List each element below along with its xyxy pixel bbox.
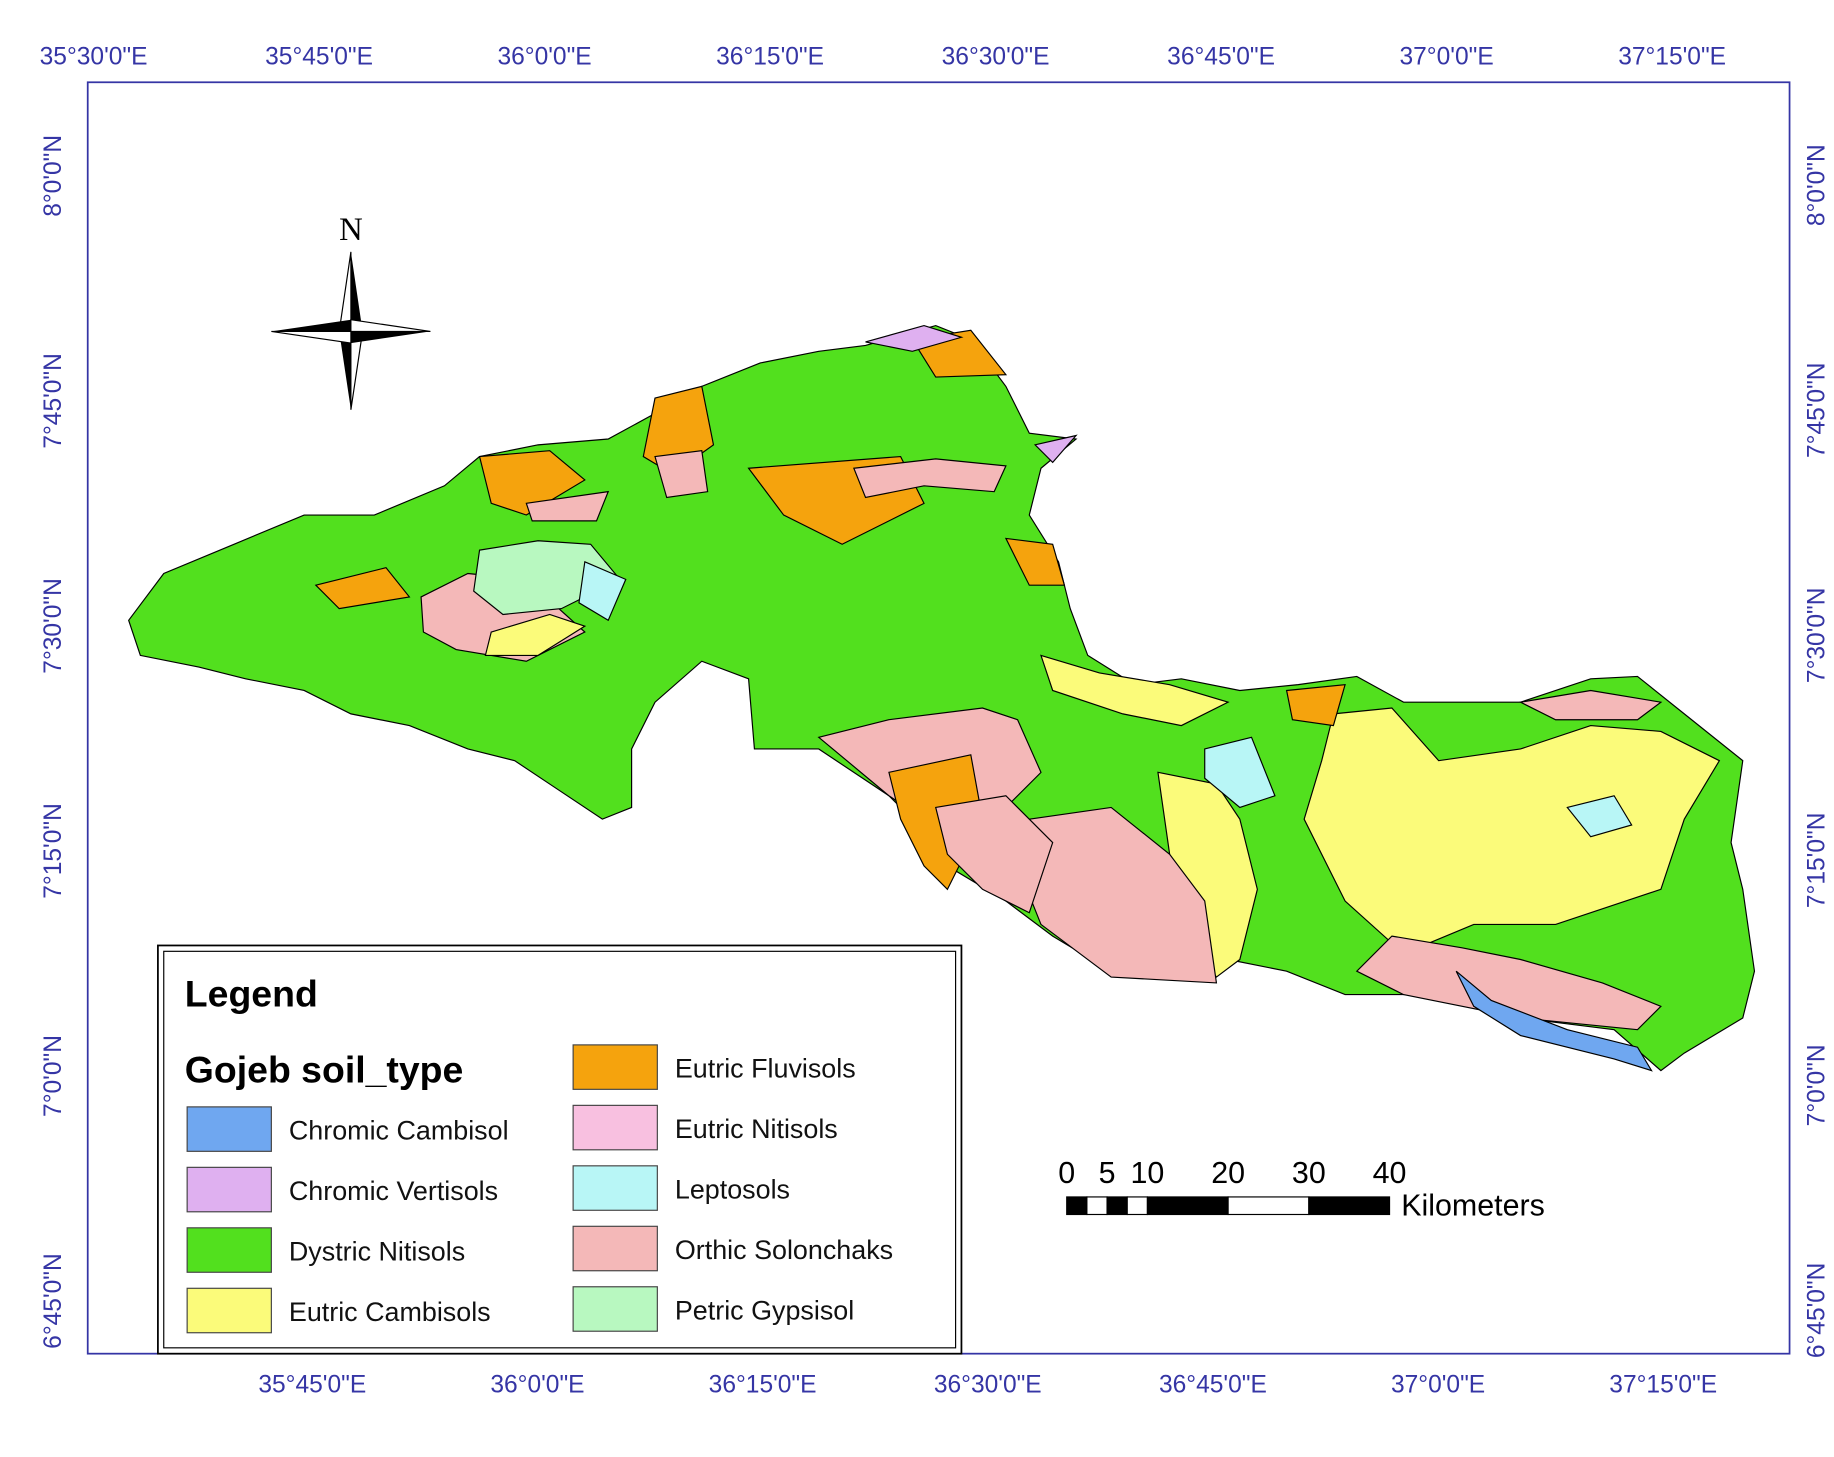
longitude-label: 36°0'0"E — [497, 44, 591, 71]
legend-swatch — [572, 1225, 658, 1272]
longitude-label: 37°15'0"E — [1609, 1371, 1717, 1398]
legend-swatch — [572, 1165, 658, 1211]
legend-label: Petric Gypsisol — [675, 1296, 854, 1326]
latitude-label: 6°45'0"N — [40, 1253, 67, 1349]
longitude-label: 36°30'0"E — [934, 1371, 1042, 1398]
soil-polygon — [1518, 689, 1663, 721]
legend-box — [157, 944, 963, 1355]
scale-label: 5 — [1099, 1156, 1116, 1190]
scale-segment — [1126, 1196, 1149, 1216]
scale-segment — [1086, 1196, 1108, 1216]
soil-polygon — [654, 450, 709, 499]
legend-box — [163, 950, 957, 1349]
latitude-label: 8°0'0"N — [40, 135, 67, 217]
latitude-label: 7°15'0"N — [40, 803, 67, 899]
scale-label: 20 — [1211, 1156, 1245, 1190]
legend-swatch — [186, 1166, 272, 1213]
legend-label: Chromic Vertisols — [289, 1176, 498, 1206]
scale-segment — [1227, 1196, 1310, 1216]
scale-label: 40 — [1373, 1156, 1407, 1190]
soil-polygons — [128, 324, 1756, 1072]
legend-label: Eutric Nitisols — [675, 1114, 838, 1144]
longitude-label: 37°0'0"E — [1391, 1371, 1485, 1398]
legend-subtitle: Gojeb soil_type — [185, 1048, 464, 1090]
scale-label: 30 — [1292, 1156, 1326, 1190]
legend-swatch — [186, 1287, 272, 1334]
longitude-label: 35°45'0"E — [265, 44, 373, 71]
latitude-label: 7°45'0"N — [40, 353, 67, 449]
legend-label: Orthic Solonchaks — [675, 1235, 893, 1265]
compass-point — [338, 251, 352, 332]
longitude-label: 36°15'0"E — [709, 1371, 817, 1398]
soil-polygon — [934, 795, 1054, 914]
scale-unit: Kilometers — [1401, 1189, 1545, 1223]
longitude-label: 35°45'0"E — [258, 1371, 366, 1398]
latitude-label: 7°30'0"N — [40, 578, 67, 674]
soil-polygon — [1303, 707, 1721, 955]
soil-polygon — [484, 613, 587, 656]
latitude-label: 7°15'0"N — [1804, 813, 1831, 909]
legend-label: Chromic Cambisol — [289, 1116, 509, 1146]
scale-segment — [1146, 1196, 1229, 1216]
latitude-label: 6°45'0"N — [1804, 1263, 1831, 1359]
longitude-label: 36°45'0"E — [1167, 44, 1275, 71]
latitude-label: 7°0'0"N — [1804, 1044, 1831, 1126]
soil-polygon — [865, 324, 964, 352]
scale-label: 10 — [1131, 1156, 1165, 1190]
scale-label: 0 — [1058, 1156, 1075, 1190]
longitude-label: 37°15'0"E — [1618, 44, 1726, 71]
legend-label: Eutric Cambisols — [289, 1297, 491, 1327]
longitude-label: 36°15'0"E — [716, 44, 824, 71]
latitude-label: 7°45'0"N — [1804, 362, 1831, 458]
legend: Legend Gojeb soil_type Chromic CambisolC… — [157, 944, 963, 1355]
scale-segment — [1066, 1196, 1088, 1216]
legend-swatch — [572, 1044, 658, 1090]
soil-polygon — [853, 458, 1007, 499]
longitude-label: 35°30'0"E — [40, 44, 148, 71]
compass-point — [350, 331, 431, 344]
legend-swatch — [186, 1106, 272, 1152]
soil-polygon — [1040, 654, 1230, 727]
compass-point — [350, 251, 363, 332]
soil-polygon — [314, 567, 411, 610]
compass-point — [271, 330, 352, 344]
legend-label: Eutric Fluvisols — [675, 1054, 856, 1084]
graticule-labels: 35°30'0"E 35°45'0"E 36°0'0"E 36°15'0"E 36°30… — [40, 44, 1831, 1399]
soil-polygon — [1455, 970, 1653, 1072]
legend-swatch — [572, 1104, 658, 1151]
longitude-label: 36°45'0"E — [1159, 1371, 1267, 1398]
soil-polygon — [1566, 795, 1633, 838]
compass-point — [350, 330, 364, 410]
soil-polygon — [1355, 935, 1662, 1031]
latitude-label: 8°0'0"N — [1804, 144, 1831, 226]
soil-polygon — [578, 560, 627, 622]
legend-title: Legend — [185, 972, 318, 1014]
legend-items: Chromic Cambisol Chromic Vertisols Dystric… — [186, 1044, 893, 1334]
legend-label: Leptosols — [675, 1175, 790, 1205]
legend-swatch — [572, 1286, 658, 1332]
soil-polygon — [1004, 537, 1066, 586]
scale-segment — [1106, 1196, 1128, 1216]
compass-point — [350, 319, 431, 332]
compass-point — [339, 331, 351, 410]
compass-point — [271, 319, 351, 332]
legend-label: Dystric Nitisols — [289, 1237, 465, 1267]
longitude-label: 36°0'0"E — [490, 1371, 584, 1398]
latitude-label: 7°30'0"N — [1804, 587, 1831, 683]
soil-polygon — [1204, 736, 1276, 809]
soil-polygon — [1033, 434, 1078, 464]
soil-polygon — [478, 450, 586, 516]
scale-segment — [1308, 1196, 1391, 1216]
north-label: N — [339, 212, 363, 248]
soil-polygon — [1285, 683, 1346, 727]
soil-polygon — [525, 490, 610, 522]
legend-swatch — [186, 1227, 272, 1273]
longitude-label: 37°0'0"E — [1400, 44, 1494, 71]
north-arrow: N — [271, 212, 431, 410]
latitude-label: 7°0'0"N — [40, 1035, 67, 1117]
longitude-label: 36°30'0"E — [942, 44, 1050, 71]
